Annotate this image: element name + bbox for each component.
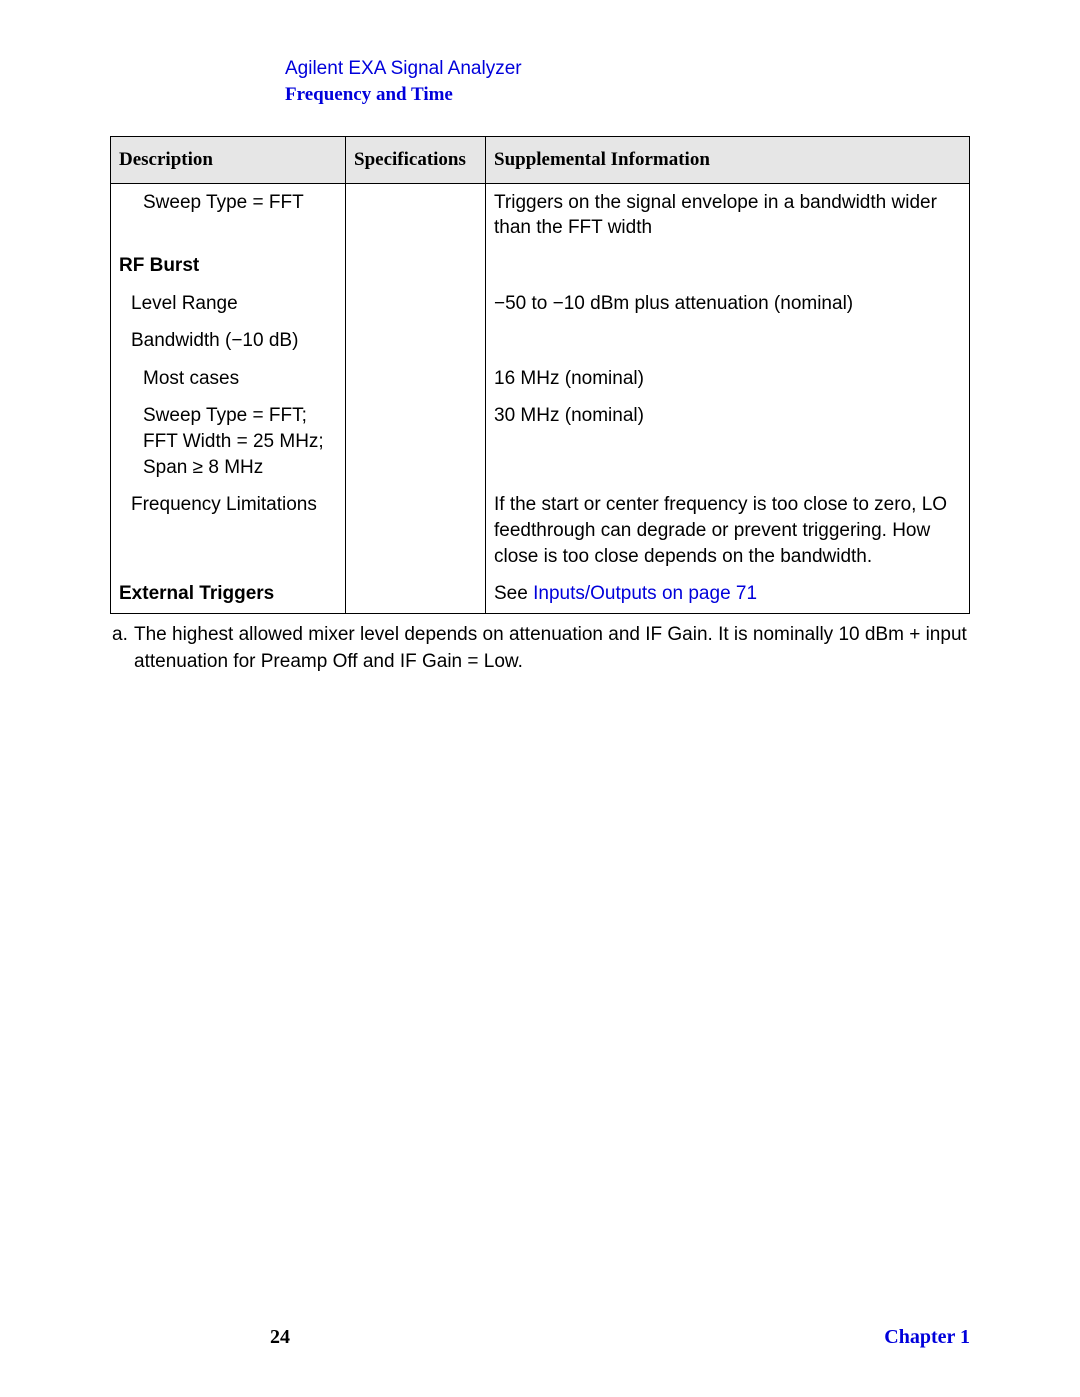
- cell-supp: If the start or center frequency is too …: [486, 486, 970, 575]
- table-row: RF Burst: [111, 247, 970, 285]
- table-row: External Triggers See Inputs/Outputs on …: [111, 575, 970, 613]
- cell-supp: 30 MHz (nominal): [486, 397, 970, 486]
- cell-spec: [346, 247, 486, 285]
- header-title: Agilent EXA Signal Analyzer: [285, 58, 970, 80]
- footnote-text: The highest allowed mixer level depends …: [134, 624, 967, 672]
- table-row: Bandwidth (−10 dB): [111, 322, 970, 360]
- table-row: Most cases 16 MHz (nominal): [111, 360, 970, 398]
- page-header: Agilent EXA Signal Analyzer Frequency an…: [285, 58, 970, 106]
- page-footer: 24 Chapter 1: [110, 1326, 970, 1349]
- cell-spec: [346, 486, 486, 575]
- cell-spec: [346, 322, 486, 360]
- cell-desc: Most cases: [111, 360, 346, 398]
- supp-suffix: on page 71: [657, 583, 757, 604]
- cell-supp: −50 to −10 dBm plus attenuation (nominal…: [486, 285, 970, 323]
- cell-desc: Sweep Type = FFT: [111, 183, 346, 247]
- cell-supp: [486, 322, 970, 360]
- inputs-outputs-link[interactable]: Inputs/Outputs: [533, 583, 657, 604]
- table-header-row: Description Specifications Supplemental …: [111, 137, 970, 184]
- cell-supp: 16 MHz (nominal): [486, 360, 970, 398]
- cell-desc: Level Range: [111, 285, 346, 323]
- table-row: Sweep Type = FFT Triggers on the signal …: [111, 183, 970, 247]
- chapter-link[interactable]: Chapter 1: [884, 1326, 970, 1349]
- supp-prefix: See: [494, 583, 533, 604]
- cell-desc: RF Burst: [111, 247, 346, 285]
- table-row: Frequency Limitations If the start or ce…: [111, 486, 970, 575]
- cell-spec: [346, 575, 486, 613]
- table-row: Level Range −50 to −10 dBm plus attenuat…: [111, 285, 970, 323]
- page-number: 24: [270, 1326, 290, 1349]
- cell-spec: [346, 183, 486, 247]
- col-header-specifications: Specifications: [346, 137, 486, 184]
- header-subtitle: Frequency and Time: [285, 84, 970, 106]
- cell-desc: Frequency Limitations: [111, 486, 346, 575]
- table-row: Sweep Type = FFT; FFT Width = 25 MHz; Sp…: [111, 397, 970, 486]
- cell-desc: Sweep Type = FFT; FFT Width = 25 MHz; Sp…: [111, 397, 346, 486]
- cell-spec: [346, 285, 486, 323]
- cell-supp: See Inputs/Outputs on page 71: [486, 575, 970, 613]
- document-page: Agilent EXA Signal Analyzer Frequency an…: [0, 0, 1080, 1397]
- cell-desc: Bandwidth (−10 dB): [111, 322, 346, 360]
- col-header-supplemental: Supplemental Information: [486, 137, 970, 184]
- cell-supp: Triggers on the signal envelope in a ban…: [486, 183, 970, 247]
- spec-table: Description Specifications Supplemental …: [110, 136, 970, 614]
- cell-spec: [346, 397, 486, 486]
- footnote-label: a.: [112, 622, 134, 649]
- cell-spec: [346, 360, 486, 398]
- footnote: a.The highest allowed mixer level depend…: [134, 622, 970, 675]
- cell-desc: External Triggers: [111, 575, 346, 613]
- cell-supp: [486, 247, 970, 285]
- col-header-description: Description: [111, 137, 346, 184]
